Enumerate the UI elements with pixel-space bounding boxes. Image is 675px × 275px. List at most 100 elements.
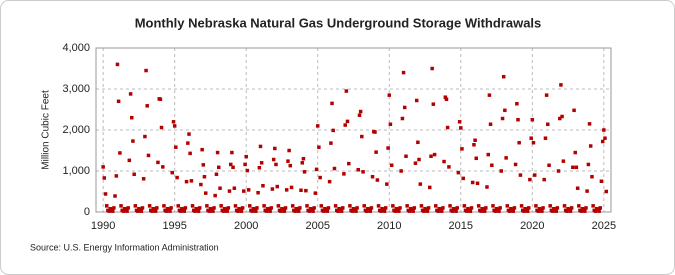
data-point	[229, 162, 233, 167]
data-point	[174, 145, 178, 149]
data-point	[187, 132, 191, 136]
data-point	[319, 204, 324, 208]
data-point	[431, 102, 436, 106]
data-point	[507, 209, 512, 213]
data-point	[193, 209, 197, 213]
data-point	[269, 206, 273, 210]
data-point	[203, 191, 208, 195]
data-point	[369, 206, 374, 210]
data-point	[525, 209, 530, 213]
data-point	[289, 185, 294, 190]
data-point	[329, 141, 333, 145]
data-point	[486, 152, 491, 157]
data-point	[475, 181, 480, 186]
data-point	[588, 144, 593, 148]
data-point	[250, 209, 254, 213]
data-point	[505, 204, 510, 208]
data-point	[256, 190, 260, 195]
data-point	[248, 204, 252, 208]
data-point	[115, 62, 120, 67]
data-point	[296, 209, 301, 213]
data-point	[504, 156, 508, 160]
data-point	[550, 209, 555, 213]
data-point	[382, 209, 387, 213]
data-point	[569, 206, 574, 210]
data-point	[354, 209, 358, 213]
data-point	[444, 97, 449, 101]
data-point	[145, 104, 149, 108]
data-point	[283, 206, 288, 210]
data-point	[244, 154, 248, 159]
data-point	[600, 139, 605, 144]
data-point	[313, 191, 318, 195]
data-point	[432, 152, 437, 157]
data-point	[304, 188, 308, 193]
y-tick-label: 2,000	[62, 124, 90, 136]
data-point	[262, 204, 266, 208]
data-point	[144, 68, 148, 73]
data-point	[418, 182, 423, 186]
data-point	[101, 165, 105, 169]
data-point	[470, 180, 475, 185]
data-point	[391, 204, 395, 208]
x-tick-label: 2010	[377, 220, 401, 232]
data-point	[497, 209, 501, 213]
data-point	[585, 189, 589, 193]
data-point	[300, 161, 305, 165]
data-point	[205, 204, 209, 208]
data-point	[271, 157, 276, 162]
data-point	[393, 209, 398, 213]
data-point	[603, 136, 607, 140]
data-point	[350, 209, 355, 213]
data-point	[218, 186, 222, 190]
data-point	[102, 176, 107, 180]
data-point	[141, 177, 146, 181]
data-point	[274, 162, 278, 167]
data-point	[472, 143, 476, 147]
data-point	[544, 93, 549, 97]
data-point	[387, 93, 392, 97]
chart-title: Monthly Nebraska Natural Gas Underground…	[135, 15, 542, 30]
data-point	[298, 206, 302, 210]
data-point	[110, 209, 115, 213]
data-point	[284, 188, 289, 192]
y-tick-label: 0	[84, 206, 90, 218]
data-point	[482, 209, 487, 213]
data-point	[155, 206, 159, 210]
data-point	[301, 156, 306, 161]
data-point	[182, 209, 187, 213]
data-point	[202, 174, 207, 179]
data-point	[375, 178, 380, 182]
data-point	[215, 150, 220, 155]
data-point	[364, 209, 369, 213]
data-point	[411, 209, 415, 213]
data-point	[307, 209, 312, 213]
data-point	[236, 209, 240, 213]
data-point	[290, 204, 295, 208]
data-point	[412, 206, 417, 210]
data-point	[140, 206, 145, 210]
data-point	[175, 175, 179, 180]
data-point	[293, 209, 297, 213]
data-point	[288, 163, 293, 168]
data-point	[276, 204, 281, 208]
data-point	[186, 141, 190, 145]
data-point	[511, 209, 516, 213]
data-point	[484, 206, 488, 210]
data-point	[331, 128, 335, 133]
data-point	[270, 187, 275, 191]
data-point	[528, 177, 532, 182]
data-point	[330, 101, 334, 106]
data-point	[490, 163, 494, 168]
data-point	[526, 206, 531, 210]
data-point	[164, 209, 169, 213]
data-point	[591, 204, 595, 208]
data-point	[158, 97, 163, 101]
data-point	[389, 163, 394, 168]
data-point	[488, 122, 493, 127]
data-point	[402, 105, 407, 110]
data-point	[587, 122, 592, 126]
data-point	[457, 120, 462, 124]
data-point	[356, 168, 360, 172]
